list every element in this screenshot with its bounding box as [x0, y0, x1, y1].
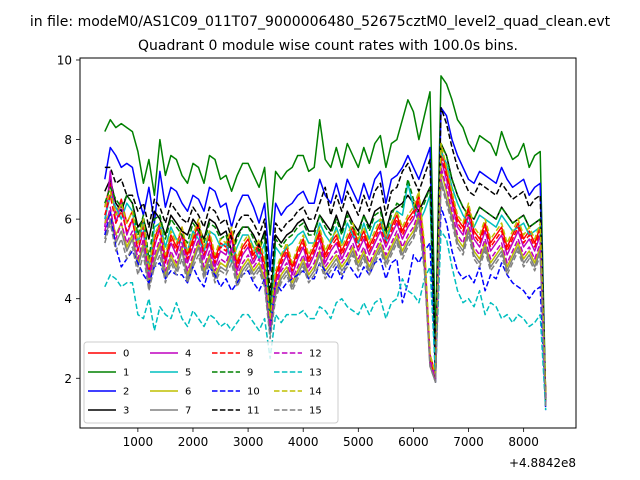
y-tick-label: 8: [64, 133, 72, 147]
legend-label-11: 11: [247, 406, 260, 417]
legend-label-14: 14: [309, 387, 322, 398]
x-axis: 1000 2000 3000 4000 5000 6000 7000 8000: [123, 428, 539, 449]
legend-label-12: 12: [309, 349, 322, 360]
x-tick-label: 3000: [233, 435, 264, 449]
legend-label-9: 9: [247, 368, 253, 379]
series-line-4: [104, 158, 547, 399]
x-tick-label: 2000: [178, 435, 209, 449]
axes-frame: [79, 57, 577, 429]
legend-label-8: 8: [247, 349, 253, 360]
y-axis: 2 4 6 8 10: [57, 53, 80, 386]
x-tick-label: 7000: [453, 435, 484, 449]
legend-label-6: 6: [185, 387, 191, 398]
y-tick-label: 4: [64, 292, 72, 306]
x-tick-label: 4000: [288, 435, 319, 449]
legend-label-13: 13: [309, 368, 322, 379]
series-line-15: [104, 182, 547, 407]
legend-label-7: 7: [185, 406, 191, 417]
legend-label-2: 2: [123, 387, 129, 398]
x-tick-label: 8000: [508, 435, 539, 449]
legend-label-3: 3: [123, 406, 129, 417]
chart-title: Quadrant 0 module wise count rates with …: [138, 38, 518, 54]
series-line-2: [104, 106, 547, 407]
x-offset-label: +4.8842e8: [509, 456, 576, 470]
legend-label-15: 15: [309, 406, 322, 417]
series-line-13: [104, 230, 547, 411]
y-tick-label: 10: [57, 53, 72, 67]
legend-box: [83, 341, 339, 424]
legend-label-10: 10: [247, 387, 260, 398]
x-tick-label: 6000: [398, 435, 429, 449]
y-tick-label: 2: [64, 372, 72, 386]
chart-suptitle: in file: modeM0/AS1C09_011T07_9000006480…: [30, 14, 611, 30]
series-line-10: [104, 206, 547, 411]
series-line-1: [104, 75, 547, 399]
legend-label-5: 5: [185, 368, 191, 379]
series-line-7: [104, 178, 547, 407]
legend-label-4: 4: [185, 349, 191, 360]
x-tick-label: 5000: [343, 435, 374, 449]
series-line-12: [104, 166, 547, 403]
plot-series: [104, 75, 547, 411]
legend-label-0: 0: [123, 349, 129, 360]
y-tick-label: 6: [64, 213, 72, 227]
legend-label-1: 1: [123, 368, 129, 379]
series-line-11: [104, 106, 547, 399]
x-tick-label: 1000: [123, 435, 154, 449]
